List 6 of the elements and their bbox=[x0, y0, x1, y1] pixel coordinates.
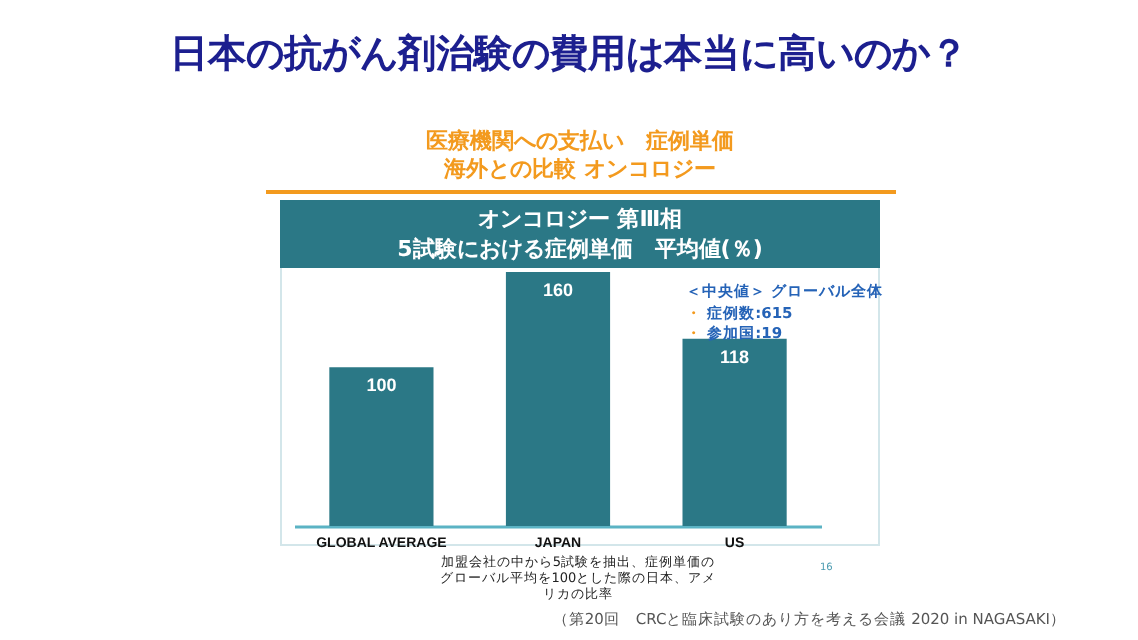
data-label: 160 bbox=[542, 280, 574, 300]
chart-title: 日本の抗がん剤治験の費用は本当に高いのか？ bbox=[168, 30, 970, 80]
text: オンコロジー 第Ⅲ相 5試験における症例単価 平均値(％) bbox=[280, 200, 880, 268]
data-label: 100 bbox=[366, 375, 397, 396]
chart-subtitle: 医療機関への支払い 症例単価海外との比較 オンコロジー bbox=[424, 128, 736, 184]
data-label: 118 bbox=[720, 346, 750, 367]
